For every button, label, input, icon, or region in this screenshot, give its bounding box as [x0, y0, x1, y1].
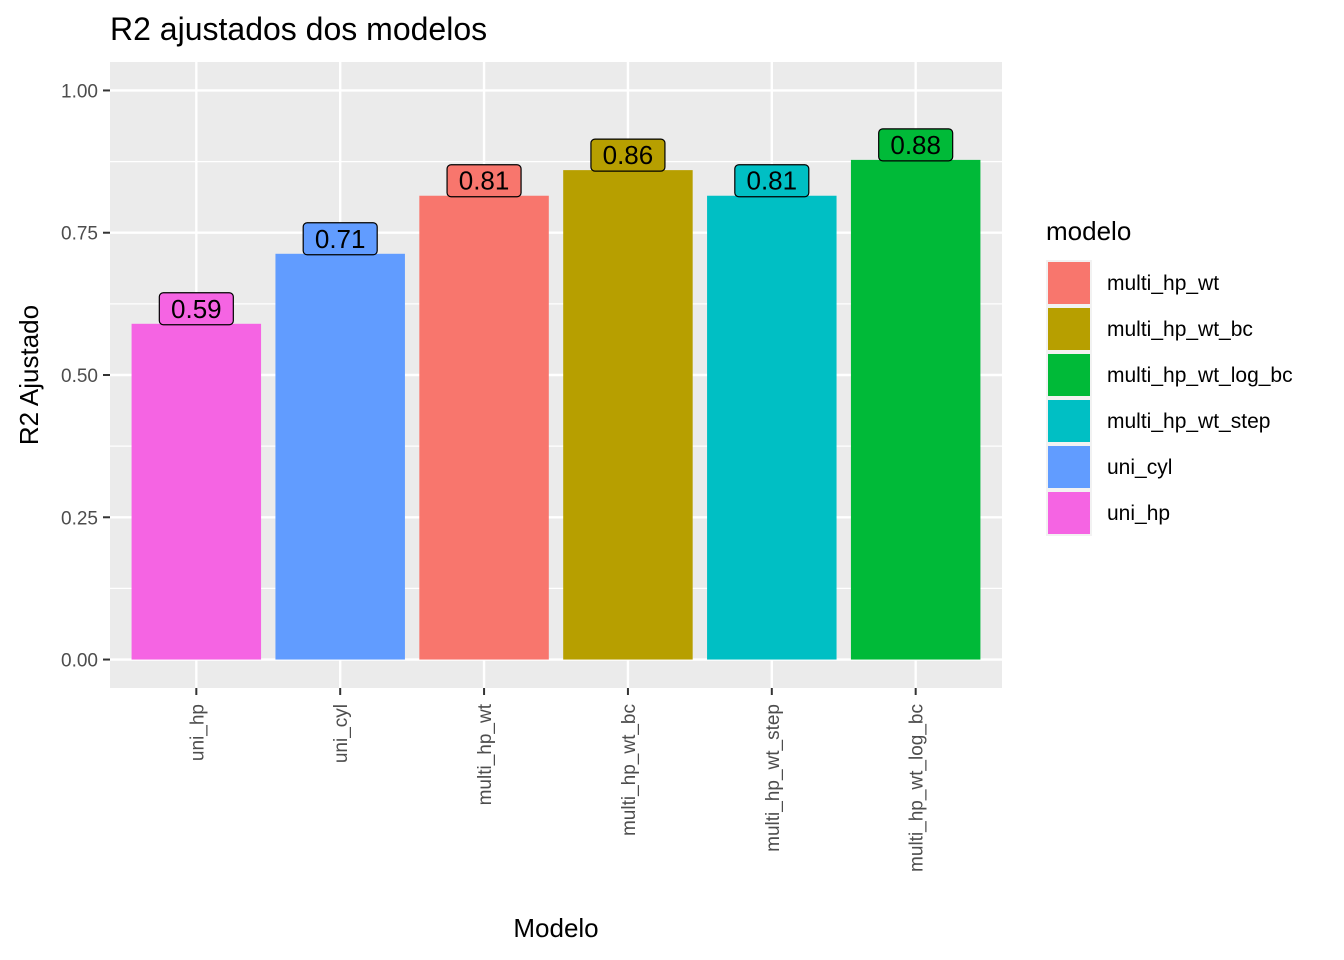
y-axis-title: R2 Ajustado — [14, 305, 44, 445]
data-label: 0.88 — [890, 130, 941, 160]
bars — [131, 159, 981, 660]
data-label-box — [302, 222, 378, 256]
data-label-box — [446, 164, 522, 198]
legend-swatch — [1048, 400, 1090, 442]
legend-swatch — [1048, 446, 1090, 488]
legend-title: modelo — [1046, 216, 1131, 246]
y-axis: 0.00 0.25 0.50 0.75 1.00 — [61, 81, 110, 672]
x-tick-label: uni_cyl — [331, 704, 352, 763]
x-tick-label: multi_hp_wt — [475, 703, 496, 805]
legend-label: multi_hp_wt_log_bc — [1107, 364, 1293, 387]
data-label: 0.59 — [171, 294, 222, 324]
x-tick-label: multi_hp_wt_log_bc — [907, 704, 928, 872]
legend-swatch — [1048, 308, 1090, 350]
data-label-box — [590, 138, 666, 172]
x-tick-label: uni_hp — [187, 704, 208, 761]
x-axis-title: Modelo — [513, 913, 598, 943]
bar-multi_hp_wt — [419, 195, 549, 660]
x-axis: uni_hp uni_cyl multi_hp_wt multi_hp_wt_bc mu… — [187, 688, 928, 872]
y-tick-label: 0.25 — [61, 508, 98, 529]
legend: multi_hp_wt multi_hp_wt_bc multi_hp_wt_log… — [1046, 260, 1293, 536]
y-tick-label: 0.00 — [61, 651, 98, 672]
data-label-box — [734, 164, 810, 198]
bar-uni_hp — [131, 323, 262, 660]
y-tick-label: 0.75 — [61, 224, 98, 245]
legend-label: multi_hp_wt_step — [1107, 410, 1270, 433]
legend-label: multi_hp_wt — [1107, 272, 1219, 295]
bar-uni_cyl — [275, 253, 405, 660]
legend-swatch — [1048, 492, 1090, 534]
legend-label: multi_hp_wt_bc — [1107, 318, 1253, 341]
legend-label: uni_cyl — [1107, 456, 1172, 479]
y-tick-label: 0.50 — [61, 366, 98, 387]
y-tick-label: 1.00 — [61, 81, 98, 102]
data-label-box — [878, 128, 954, 162]
chart-title: R2 ajustados dos modelos — [110, 11, 487, 47]
data-label: 0.86 — [603, 140, 654, 170]
x-tick-label: multi_hp_wt_step — [763, 704, 784, 852]
data-label: 0.81 — [747, 166, 798, 196]
bar-multi_hp_wt_step — [707, 195, 837, 660]
legend-swatch — [1048, 262, 1090, 304]
data-label-box — [158, 292, 234, 326]
legend-label: uni_hp — [1107, 502, 1170, 525]
data-labels: 0.59 0.71 0.81 0.86 0.81 0.88 — [158, 128, 954, 326]
legend-swatch — [1048, 354, 1090, 396]
x-tick-label: multi_hp_wt_bc — [619, 704, 640, 836]
bar-multi_hp_wt_log_bc — [850, 159, 981, 660]
data-label: 0.71 — [315, 224, 366, 254]
data-label: 0.81 — [459, 166, 510, 196]
bar-multi_hp_wt_bc — [563, 170, 693, 660]
